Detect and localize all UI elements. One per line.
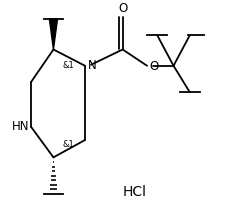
Text: O: O (149, 60, 158, 73)
Text: &1: &1 (63, 61, 74, 70)
Text: N: N (87, 59, 96, 72)
Text: HN: HN (11, 120, 29, 133)
Text: &1: &1 (63, 140, 74, 149)
Text: HCl: HCl (123, 185, 147, 199)
Polygon shape (49, 19, 57, 49)
Text: O: O (118, 2, 127, 15)
